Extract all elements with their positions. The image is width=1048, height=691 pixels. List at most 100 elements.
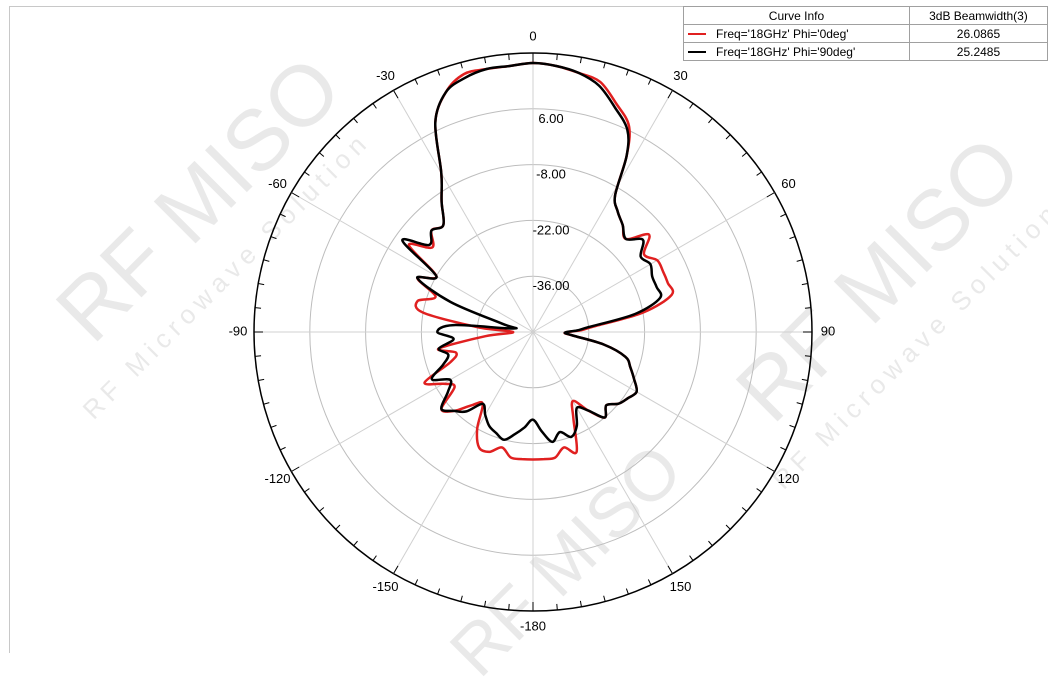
tick-mark: [789, 236, 796, 240]
tick-mark: [647, 78, 652, 85]
legend-header-curve-info: Curve Info: [683, 6, 910, 25]
tick-mark: [263, 402, 270, 405]
tick-mark: [279, 446, 286, 451]
angle-tick-label: 0: [529, 28, 536, 43]
angle-tick-label: -150: [372, 579, 398, 594]
tick-mark: [335, 524, 341, 530]
tick-mark: [796, 402, 803, 405]
tick-mark: [335, 134, 341, 140]
tick-mark: [804, 355, 811, 357]
tick-mark: [741, 152, 748, 157]
tick-mark: [258, 283, 265, 286]
grid-spoke: [291, 331, 534, 472]
grid-spoke: [393, 331, 534, 574]
grid-spoke: [532, 90, 673, 333]
curves-layer: [401, 61, 675, 461]
tick-mark: [780, 213, 787, 218]
tick-mark: [304, 171, 310, 176]
angle-tick-label: 30: [673, 68, 687, 83]
tick-mark: [372, 555, 377, 561]
grid-spoke: [532, 331, 775, 472]
tick-mark: [603, 595, 606, 602]
tick-mark: [414, 78, 419, 85]
angle-tick-label: -120: [265, 471, 291, 486]
tick-mark: [460, 595, 463, 602]
legend-beamwidth-value: 26.0865: [908, 24, 1048, 43]
tick-mark: [393, 565, 399, 574]
tick-mark: [667, 565, 673, 574]
tick-mark: [393, 90, 399, 99]
series-label: Freq='18GHz' Phi='90deg': [716, 44, 856, 59]
series-label: Freq='18GHz' Phi='0deg': [716, 26, 849, 41]
tick-mark: [801, 378, 808, 381]
tick-mark: [414, 579, 419, 586]
tick-mark: [556, 54, 558, 61]
tick-mark: [318, 152, 325, 157]
tick-mark: [756, 488, 762, 493]
tick-mark: [796, 259, 803, 262]
tick-mark: [708, 117, 713, 124]
tick-mark: [255, 307, 262, 309]
tick-mark: [766, 192, 775, 198]
grid-spoke: [393, 90, 534, 333]
tick-mark: [780, 446, 787, 451]
grid-spoke: [532, 331, 673, 574]
angle-tick-label: -180: [520, 618, 546, 633]
tick-mark: [318, 507, 325, 512]
tick-mark: [725, 524, 731, 530]
tick-mark: [647, 579, 652, 586]
tick-mark: [708, 540, 713, 547]
legend-header-row: Curve Info 3dB Beamwidth(3): [683, 6, 1048, 25]
tick-mark: [508, 603, 510, 610]
tick-mark: [372, 103, 377, 109]
tick-mark: [804, 307, 811, 309]
tick-mark: [291, 466, 300, 472]
grid-spoke: [532, 192, 775, 333]
legend-series-name: Freq='18GHz' Phi='0deg': [683, 24, 910, 43]
tick-mark: [304, 488, 310, 493]
radial-tick-label: -8.00: [536, 167, 566, 182]
tick-mark: [801, 283, 808, 286]
tick-mark: [279, 213, 286, 218]
tick-mark: [484, 600, 487, 607]
tick-labels-layer: 0 30 60 90 120 150 -180 -150 -120 -90 -60 -30 6.00 -8…: [229, 28, 836, 633]
tick-mark: [579, 600, 582, 607]
angle-tick-label: 90: [821, 323, 835, 338]
tick-mark: [579, 57, 582, 64]
legend-row[interactable]: Freq='18GHz' Phi='0deg' 26.0865: [683, 24, 1048, 43]
polar-grid: [253, 52, 813, 612]
tick-mark: [603, 62, 606, 69]
tick-mark: [270, 236, 277, 240]
tick-mark: [508, 54, 510, 61]
legend-beamwidth-value: 25.2485: [908, 42, 1048, 61]
tick-mark: [741, 507, 748, 512]
tick-mark: [484, 57, 487, 64]
tick-mark: [756, 171, 762, 176]
tick-mark: [689, 103, 694, 109]
polar-plot: 0 30 60 90 120 150 -180 -150 -120 -90 -60 -30 6.00 -8…: [229, 28, 836, 633]
tick-mark: [437, 69, 441, 76]
tick-mark: [353, 540, 358, 547]
angle-tick-label: 120: [778, 471, 800, 486]
angle-tick-label: -30: [376, 68, 395, 83]
tick-mark: [263, 259, 270, 262]
legend-header-beamwidth: 3dB Beamwidth(3): [908, 6, 1048, 25]
radial-tick-label: -22.00: [533, 222, 570, 237]
legend-row[interactable]: Freq='18GHz' Phi='90deg' 25.2485: [683, 42, 1048, 61]
tick-mark: [725, 134, 731, 140]
legend-table: Curve Info 3dB Beamwidth(3) Freq='18GHz'…: [683, 6, 1048, 61]
tick-mark: [625, 69, 629, 76]
radial-tick-label: -36.00: [533, 278, 570, 293]
series-swatch-red: [688, 33, 706, 36]
tick-mark: [667, 90, 673, 99]
angle-tick-label: 150: [670, 579, 692, 594]
angle-tick-label: 60: [781, 176, 795, 191]
tick-mark: [460, 62, 463, 69]
tick-mark: [625, 588, 629, 595]
tick-mark: [258, 378, 265, 381]
tick-mark: [556, 603, 558, 610]
plot-frame: [9, 6, 1048, 653]
tick-mark: [353, 117, 358, 124]
tick-mark: [689, 555, 694, 561]
tick-mark: [255, 355, 262, 357]
